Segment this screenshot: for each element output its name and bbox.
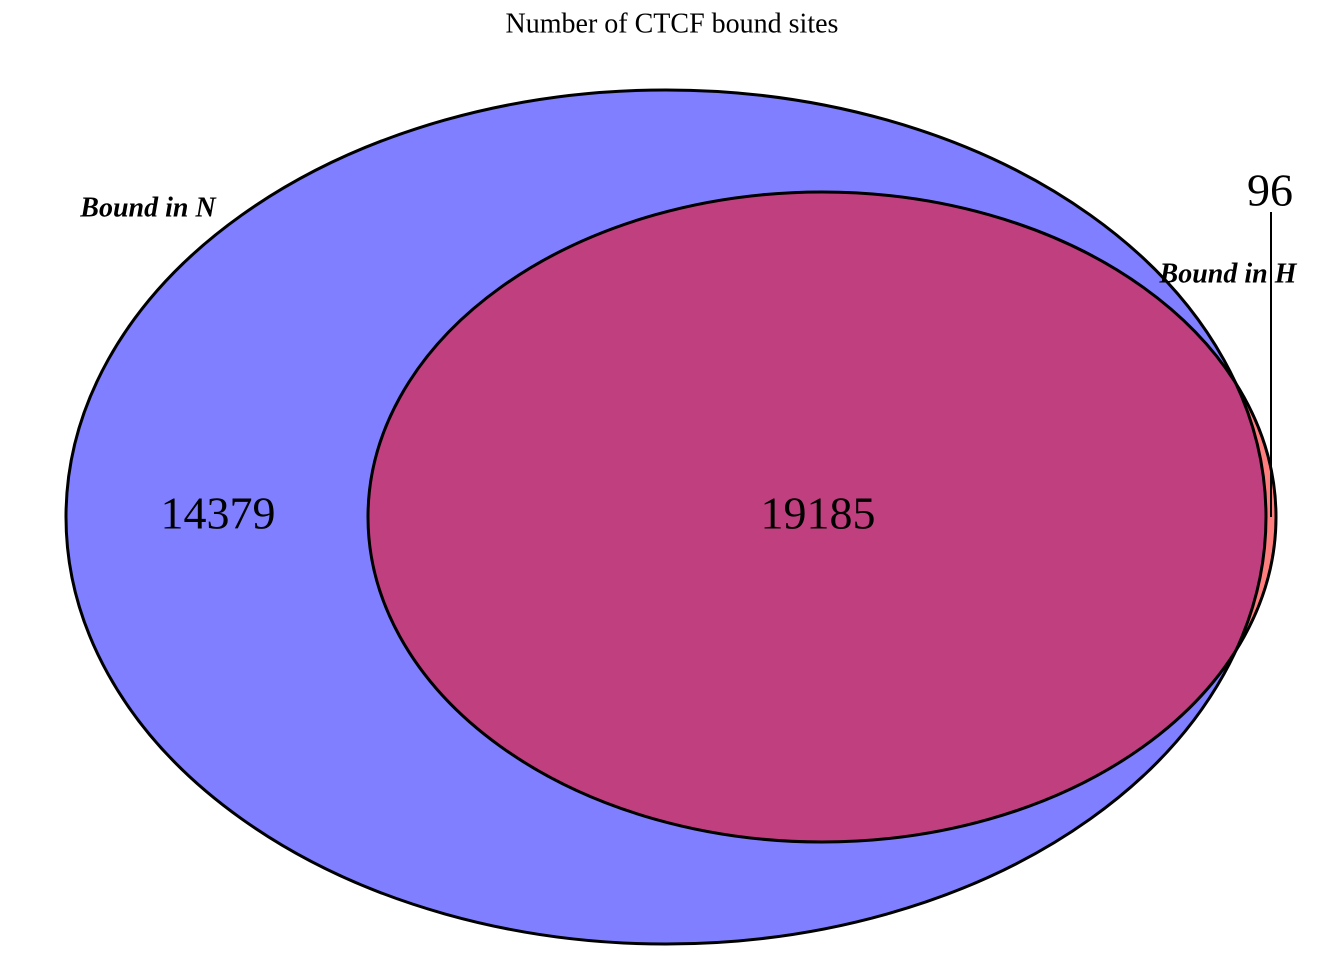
- region-count: 14379: [161, 488, 276, 539]
- set-outline: [64, 88, 1268, 946]
- region-count: 19185: [761, 488, 876, 539]
- set-label: Bound in H: [1159, 258, 1298, 289]
- chart-title: Number of CTCF bound sites: [506, 8, 839, 39]
- set-outline: [366, 190, 1278, 844]
- set-fill: [368, 192, 1276, 842]
- set-label: Bound in N: [79, 192, 217, 223]
- region-count: 96: [1247, 165, 1293, 216]
